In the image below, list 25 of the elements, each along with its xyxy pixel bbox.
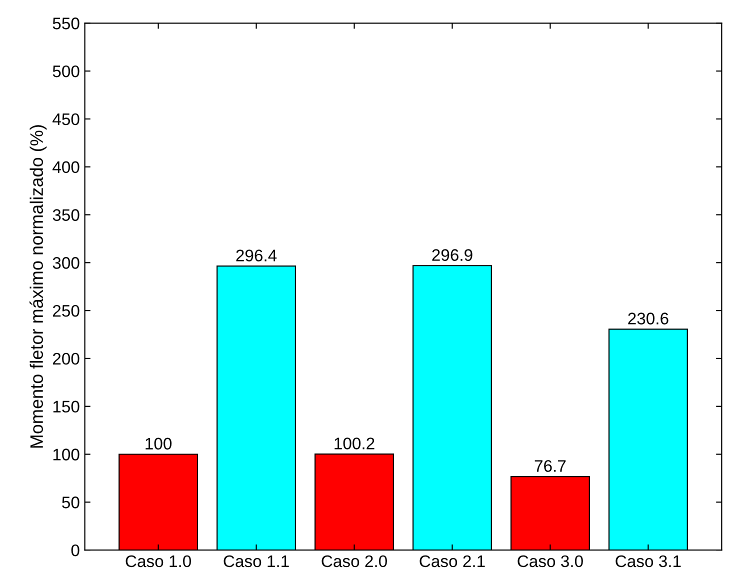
data-label: 100.2 [334, 438, 374, 450]
y-tick-label: 450 [52, 113, 80, 126]
data-label: 296.9 [432, 249, 472, 261]
y-axis-title: Momento fletor máximo normalizado (%) [30, 125, 47, 448]
data-label: 296.4 [236, 250, 277, 262]
x-tick-label: Caso 3.0 [518, 555, 583, 568]
data-label: 230.6 [628, 312, 668, 324]
y-tick-label: 0 [71, 544, 80, 556]
y-tick-label: 550 [52, 18, 80, 30]
y-tick-label: 150 [53, 400, 80, 413]
x-tick-label: Caso 3.1 [616, 555, 681, 568]
y-tick-label: 250 [52, 304, 80, 317]
x-tick-label: Caso 1.0 [126, 555, 192, 568]
x-tick-label: Caso 2.0 [322, 555, 387, 568]
y-tick-label: 500 [52, 65, 80, 78]
y-tick-label: 200 [52, 352, 80, 365]
data-label: 100 [146, 438, 172, 450]
x-tick-label: Caso 2.1 [420, 555, 485, 568]
y-tick-label: 100 [53, 448, 80, 460]
y-tick-label: 300 [52, 257, 80, 269]
y-tick-label: 350 [52, 209, 80, 221]
y-tick-label: 400 [52, 161, 80, 174]
data-label: 76.7 [534, 460, 566, 472]
y-tick-label: 50 [62, 496, 80, 508]
x-tick-label: Caso 1.1 [224, 555, 289, 568]
